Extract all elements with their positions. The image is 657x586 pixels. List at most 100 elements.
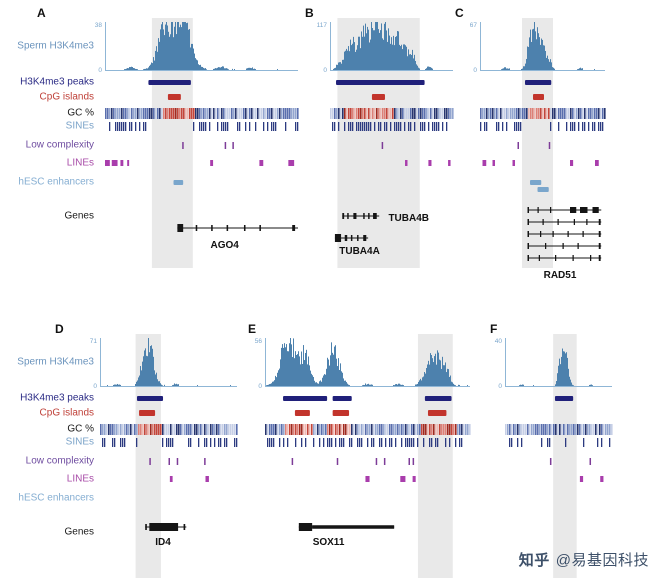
low-complexity-tick [336, 458, 339, 465]
lines-track [482, 160, 599, 166]
track-label-sines-row0: SINEs [65, 120, 94, 132]
gene-exon [292, 225, 296, 231]
gene-exon [342, 213, 345, 219]
gene-exon [598, 219, 601, 225]
low-complexity-tick [517, 142, 519, 149]
hesc-enhancers-track [530, 180, 549, 192]
gene-exon [550, 207, 552, 213]
gene-exon [573, 219, 575, 225]
y-axis-max: 40 [495, 338, 503, 345]
h3k4me3-peak-bar [148, 80, 191, 85]
track-label-gc-percent-row1: GC % [67, 423, 94, 435]
gene-thick-exon [334, 234, 342, 242]
y-axis-max: 117 [317, 22, 328, 29]
lines-track [365, 476, 416, 482]
gene-exon [211, 225, 213, 231]
line-element-bar [579, 476, 584, 482]
line-element-bar [210, 160, 214, 166]
gene-exon [527, 231, 529, 237]
line-element-bar [405, 160, 408, 166]
gene-label-RAD51: RAD51 [544, 270, 577, 281]
gene-exon [555, 255, 557, 261]
genes-track: AGO4 [177, 224, 298, 251]
h3k4me3-peaks-track [336, 80, 425, 85]
h3k4me3-peak-bar [336, 80, 425, 85]
line-element-bar [205, 476, 209, 482]
cpg-island-bar [533, 94, 544, 100]
y-axis-max: 67 [470, 22, 478, 29]
low-complexity-tick [291, 458, 294, 465]
line-element-bar [400, 476, 406, 482]
gene-exon [552, 231, 554, 237]
low-complexity-track [549, 458, 592, 465]
gene-label-ID4: ID4 [155, 537, 171, 548]
cpg-island-bar [294, 410, 310, 416]
watermark-handle: @易基因科技 [555, 552, 649, 569]
cpg-island-bar [371, 94, 385, 100]
gene-exon [567, 231, 569, 237]
y-axis-zero: 0 [98, 67, 102, 74]
panel-letter-D: D [55, 322, 64, 336]
lines-track [105, 160, 295, 166]
cpg-islands-track [371, 94, 385, 100]
lines-track [405, 160, 451, 166]
line-element-bar [365, 476, 370, 482]
sines-track [102, 438, 238, 447]
gene-exon [353, 213, 357, 219]
gene-label-SOX11: SOX11 [313, 537, 345, 548]
genes-track: TUBA4B TUBA4A [334, 213, 429, 257]
gene-exon [243, 225, 246, 231]
gene-exon [538, 255, 540, 261]
signal-track: 40 0 [495, 338, 612, 390]
low-complexity-track [381, 142, 384, 149]
signal-track: 38 0 [95, 22, 298, 74]
genes-track: SOX11 [298, 523, 395, 548]
gene-exon [527, 219, 529, 225]
sines-track [509, 438, 611, 447]
gene-exon [259, 225, 261, 231]
gene-exon [537, 207, 539, 213]
h3k4me3-peaks-track [148, 80, 191, 85]
panel-C-tracks: 67 0 RAD51 [470, 18, 606, 281]
track-label-cpg-islands-row1: CpG islands [39, 407, 94, 419]
gene-thick-exon [177, 224, 184, 232]
cpg-islands-track [167, 94, 181, 100]
gc-percent-track [105, 108, 299, 119]
low-complexity-tick [182, 142, 184, 149]
panel-letter-A: A [37, 6, 46, 20]
y-axis-max: 71 [90, 338, 98, 345]
gene-exon [527, 255, 529, 261]
line-element-bar [512, 160, 515, 166]
track-label-sperm-h3k4me3-row0: Sperm H3K4me3 [17, 40, 94, 52]
panel-letter-E: E [248, 322, 257, 336]
line-element-bar [120, 160, 124, 166]
h3k4me3-peaks-track [283, 396, 452, 401]
h3k4me3-peak-bar [283, 396, 328, 401]
signal-track: 71 0 [90, 338, 237, 390]
low-complexity-tick [224, 142, 227, 149]
gene-exon [598, 255, 601, 261]
y-axis-zero: 0 [323, 67, 327, 74]
gene-exon [590, 255, 592, 261]
watermark: 知乎 @易基因科技 [519, 549, 649, 570]
cpg-island-bar [427, 410, 447, 416]
y-axis-zero: 0 [498, 383, 502, 390]
low-complexity-track [291, 458, 415, 465]
track-label-lines-row1: LINEs [66, 473, 94, 485]
h3k4me3-peak-bar [554, 396, 574, 401]
low-complexity-tick [375, 458, 378, 465]
gene-exon [540, 231, 542, 237]
cpg-island-bar [332, 410, 350, 416]
cpg-islands-track [294, 410, 447, 416]
gene-exon [592, 207, 599, 213]
highlight-region [553, 334, 577, 578]
hesc-enhancers-track [173, 180, 184, 185]
gene-exon [562, 243, 564, 249]
line-element-bar [595, 160, 599, 166]
gc-percent-track [480, 108, 606, 119]
gene-exon [183, 524, 186, 530]
gene-thick-exon [149, 523, 179, 531]
line-element-bar [105, 160, 110, 166]
gene-thick-line [312, 525, 395, 529]
